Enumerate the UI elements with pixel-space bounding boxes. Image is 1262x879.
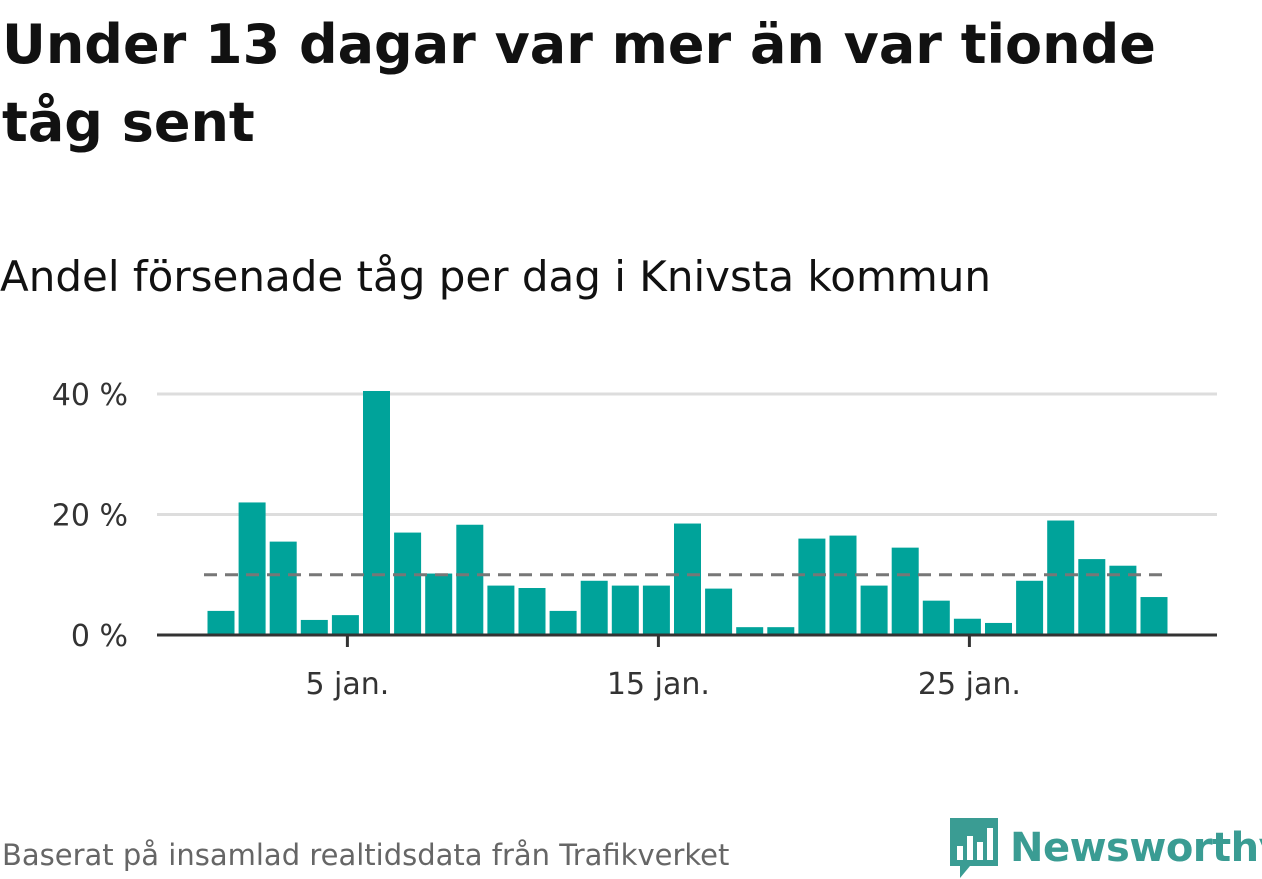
bar bbox=[580, 580, 608, 635]
bar bbox=[767, 627, 795, 635]
bar bbox=[736, 627, 764, 635]
bar-chart: 0 % 20 % 40 % 5 jan. 15 jan. 25 jan. bbox=[52, 378, 1217, 702]
bar bbox=[798, 538, 826, 635]
newsworthy-logo-icon bbox=[950, 818, 998, 878]
bar bbox=[518, 588, 546, 635]
bar bbox=[363, 390, 390, 635]
bar bbox=[487, 585, 515, 635]
bar bbox=[425, 573, 453, 635]
chart-subtitle: Andel försenade tåg per dag i Knivsta ko… bbox=[0, 252, 992, 301]
x-tick-label: 15 jan. bbox=[607, 667, 710, 702]
bars bbox=[207, 390, 1168, 635]
bar bbox=[331, 615, 359, 635]
bar bbox=[860, 585, 888, 635]
y-tick-label: 40 % bbox=[52, 378, 128, 413]
bar bbox=[549, 610, 577, 635]
bar bbox=[611, 585, 639, 635]
brand-name: Newsworthy bbox=[1010, 825, 1262, 871]
brand-logo: Newsworthy bbox=[950, 818, 1262, 878]
axes: 0 % 20 % 40 % 5 jan. 15 jan. 25 jan. bbox=[52, 378, 1217, 702]
source-note: Baserat på insamlad realtidsdata från Tr… bbox=[2, 838, 730, 872]
bar bbox=[985, 622, 1012, 635]
bar bbox=[456, 524, 484, 635]
bar bbox=[238, 502, 266, 635]
bar bbox=[1140, 597, 1168, 635]
bar bbox=[207, 610, 235, 635]
x-tick-label: 5 jan. bbox=[305, 667, 389, 702]
bar bbox=[642, 585, 670, 635]
bar bbox=[1047, 520, 1075, 635]
bar bbox=[891, 547, 919, 635]
gridlines bbox=[157, 392, 1217, 516]
bar bbox=[1016, 580, 1044, 635]
chart-title: Under 13 dagar var mer än var tionde tåg… bbox=[2, 13, 1156, 154]
bar bbox=[674, 523, 701, 635]
bar bbox=[1109, 565, 1137, 635]
bar bbox=[300, 619, 328, 635]
bar bbox=[269, 541, 297, 635]
bar bbox=[705, 588, 733, 635]
bar bbox=[394, 532, 422, 635]
bar bbox=[829, 535, 857, 635]
bar bbox=[1078, 559, 1106, 635]
bar bbox=[922, 600, 950, 635]
x-tick-label: 25 jan. bbox=[918, 667, 1021, 702]
bar bbox=[953, 618, 981, 635]
y-tick-label: 0 % bbox=[71, 619, 128, 654]
y-tick-label: 20 % bbox=[52, 499, 128, 534]
